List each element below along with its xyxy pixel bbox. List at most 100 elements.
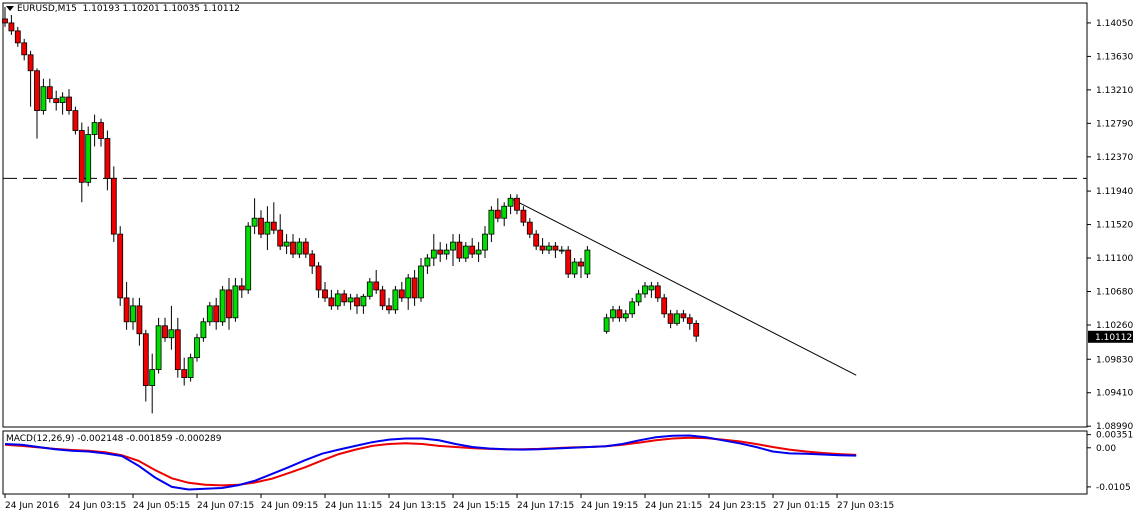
candle — [309, 250, 316, 274]
price-tick-label: 1.10260 — [1096, 321, 1133, 331]
candle — [264, 206, 271, 251]
candle — [469, 238, 476, 259]
candle — [494, 198, 501, 223]
candle — [424, 254, 431, 274]
candle — [475, 242, 482, 263]
candle — [430, 234, 437, 267]
time-tick-label: 24 Jun 23:15 — [709, 501, 766, 511]
candle — [648, 281, 655, 298]
candle — [181, 357, 188, 386]
time-tick-label: 24 Jun 15:15 — [453, 501, 510, 511]
macd-lines-group — [4, 434, 857, 491]
time-tick-label: 24 Jun 19:15 — [581, 501, 638, 511]
candle — [546, 242, 552, 255]
price-tick-label: 1.13210 — [1096, 86, 1133, 96]
candle — [117, 226, 124, 306]
candle — [610, 305, 616, 322]
macd-tick-label: 0.003514 — [1096, 431, 1133, 441]
candle — [46, 78, 53, 103]
price-tick-label: 1.11100 — [1096, 254, 1133, 264]
chart-header: EURUSD,M15 1.10193 1.10201 1.10035 1.101… — [6, 4, 240, 14]
candle — [130, 297, 136, 330]
price-tick-label: 1.12370 — [1096, 153, 1133, 163]
candle — [514, 194, 520, 215]
time-tick-label: 24 Jun 07:15 — [197, 501, 254, 511]
candle — [462, 242, 469, 263]
dropdown-triangle-icon[interactable] — [6, 6, 14, 11]
candle — [405, 273, 412, 310]
current-price-marker: 1.10112 — [1088, 330, 1133, 343]
time-tick-label: 24 Jun 09:15 — [261, 501, 318, 511]
candle — [53, 90, 60, 111]
price-tick-label: 1.10680 — [1096, 288, 1133, 298]
candle — [34, 68, 40, 139]
candle — [629, 297, 636, 318]
candle — [347, 293, 354, 310]
candle — [136, 297, 143, 346]
time-tick-label: 24 Jun 05:15 — [133, 501, 190, 511]
candle — [386, 297, 392, 314]
price-tick-label: 1.09830 — [1096, 355, 1133, 365]
candle — [296, 238, 303, 259]
price-tick-label: 1.14050 — [1096, 19, 1133, 29]
macd-main-line — [4, 434, 857, 491]
current-price-label: 1.10112 — [1095, 333, 1132, 343]
ohlc-label: 1.10193 1.10201 1.10035 1.10112 — [82, 4, 241, 14]
candle — [206, 301, 213, 326]
candle — [674, 309, 680, 326]
time-tick-label: 24 Jun 13:15 — [389, 501, 446, 511]
candle — [482, 226, 488, 259]
candle — [392, 285, 399, 314]
candle — [219, 285, 226, 326]
candle — [59, 92, 66, 115]
candle — [552, 242, 559, 259]
candle — [667, 309, 674, 329]
price-tick-label: 1.11520 — [1096, 221, 1133, 231]
time-tick-label: 24 Jun 21:15 — [645, 501, 702, 511]
candle — [328, 289, 335, 310]
candle — [72, 106, 79, 135]
candle — [251, 198, 258, 235]
candle — [533, 230, 540, 251]
candle — [91, 114, 98, 147]
candle — [27, 50, 34, 107]
candle — [526, 218, 533, 239]
candle — [654, 281, 661, 302]
candle — [398, 281, 405, 302]
indicator-pane-border — [2, 430, 1088, 495]
main-pane-border — [2, 2, 1088, 428]
macd-axis: 0.003514 0.00 -0.0105 — [1087, 431, 1133, 493]
candle — [302, 238, 309, 259]
candle — [270, 202, 277, 235]
time-tick-label: 27 Jun 03:15 — [837, 501, 894, 511]
symbol-label: EURUSD,M15 — [17, 4, 77, 14]
candle — [290, 234, 296, 259]
time-tick-label: 24 Jun 03:15 — [69, 501, 126, 511]
candle — [584, 246, 591, 278]
candle — [616, 305, 623, 322]
candle — [437, 242, 444, 263]
candle — [110, 166, 117, 243]
trendline[interactable] — [510, 197, 857, 376]
candle — [507, 194, 514, 215]
candle — [162, 317, 168, 342]
candle — [277, 214, 284, 251]
time-tick-label: 24 Jun 17:15 — [517, 501, 574, 511]
candle — [258, 210, 264, 239]
candles-group — [2, 6, 700, 414]
candle — [8, 14, 15, 35]
current-price-box — [1088, 330, 1133, 343]
candle — [379, 285, 386, 310]
candle — [450, 234, 456, 267]
candle — [104, 130, 111, 191]
candle — [200, 317, 207, 342]
macd-header: MACD(12,26,9) -0.002148 -0.001859 -0.000… — [6, 434, 222, 444]
candle — [315, 262, 322, 298]
candle — [366, 277, 373, 300]
macd-tick-label: -0.0105 — [1096, 483, 1131, 493]
candle — [520, 206, 527, 227]
candle — [661, 293, 668, 318]
time-axis: 24 Jun 2016 24 Jun 03:15 24 Jun 05:15 24 Ju… — [4, 494, 894, 511]
